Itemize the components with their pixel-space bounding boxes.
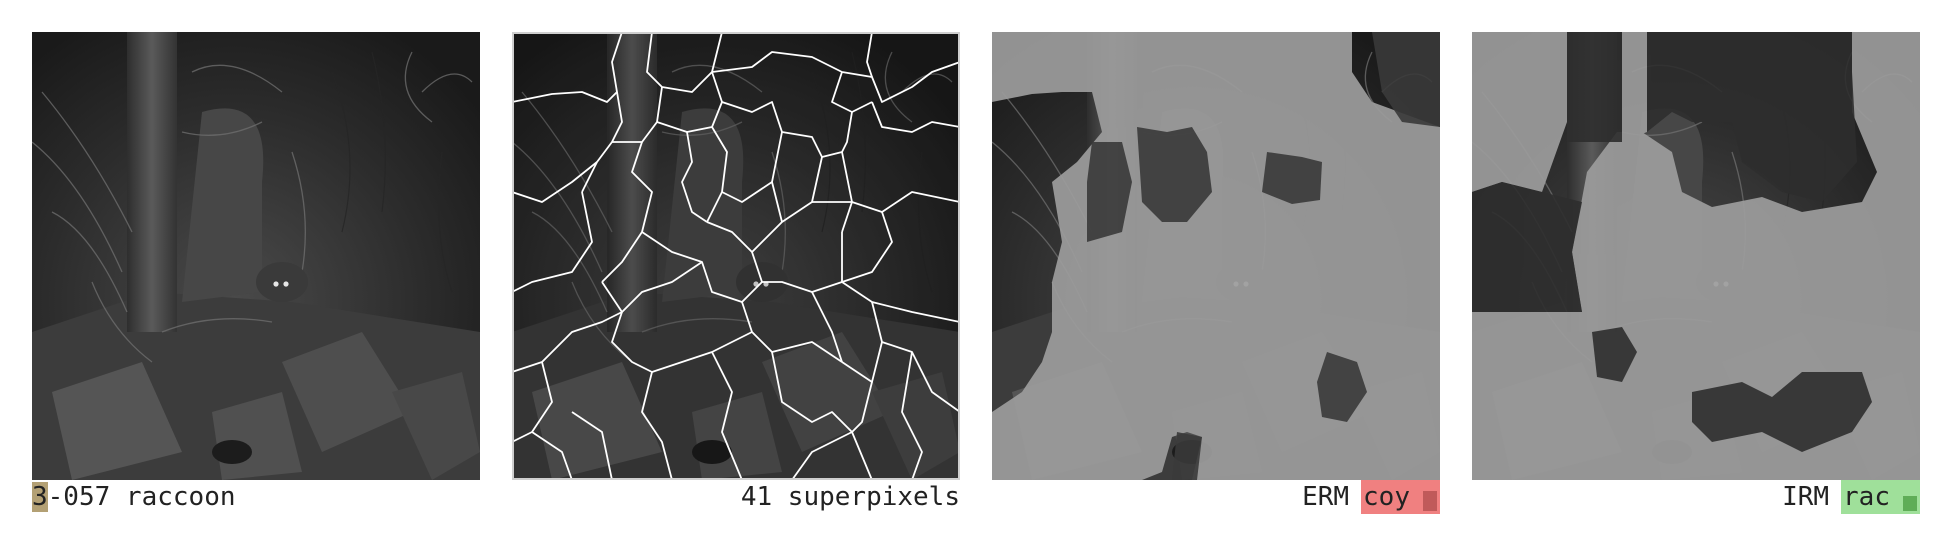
irm-confidence-bar — [1903, 496, 1917, 511]
irm-prediction-label: rac — [1843, 482, 1890, 512]
irm-mask-image — [1472, 32, 1920, 480]
erm-method-label: ERM — [1302, 482, 1350, 512]
image-id-caption: 3-057 raccoon — [32, 480, 480, 514]
erm-kept-regions — [1087, 32, 1440, 480]
superpixel-count-label: 41 superpixels — [740, 482, 960, 512]
camera-trap-image — [32, 32, 480, 480]
irm-mask-panel — [1472, 32, 1920, 480]
original-image-panel — [32, 32, 480, 480]
irm-kept-regions — [1472, 32, 1872, 452]
image-label: -057 raccoon — [47, 482, 236, 512]
erm-mask-image — [992, 32, 1440, 480]
superpixel-image — [512, 32, 960, 480]
erm-caption: ERM coy — [992, 480, 1440, 514]
erm-prediction-label: coy — [1363, 482, 1410, 512]
irm-method-label: IRM — [1782, 482, 1830, 512]
superpixel-panel — [512, 32, 960, 480]
erm-confidence-bar — [1423, 491, 1437, 511]
superpixel-count-caption: 41 superpixels — [512, 480, 960, 514]
erm-prediction-badge: coy — [1361, 480, 1440, 514]
erm-mask-panel — [992, 32, 1440, 480]
irm-caption: IRM rac — [1472, 480, 1920, 514]
superpixel-boundaries — [512, 32, 960, 480]
irm-masked-regions — [1472, 32, 1920, 480]
irm-prediction-badge: rac — [1841, 480, 1920, 514]
image-id-prefix: 3 — [32, 482, 48, 512]
